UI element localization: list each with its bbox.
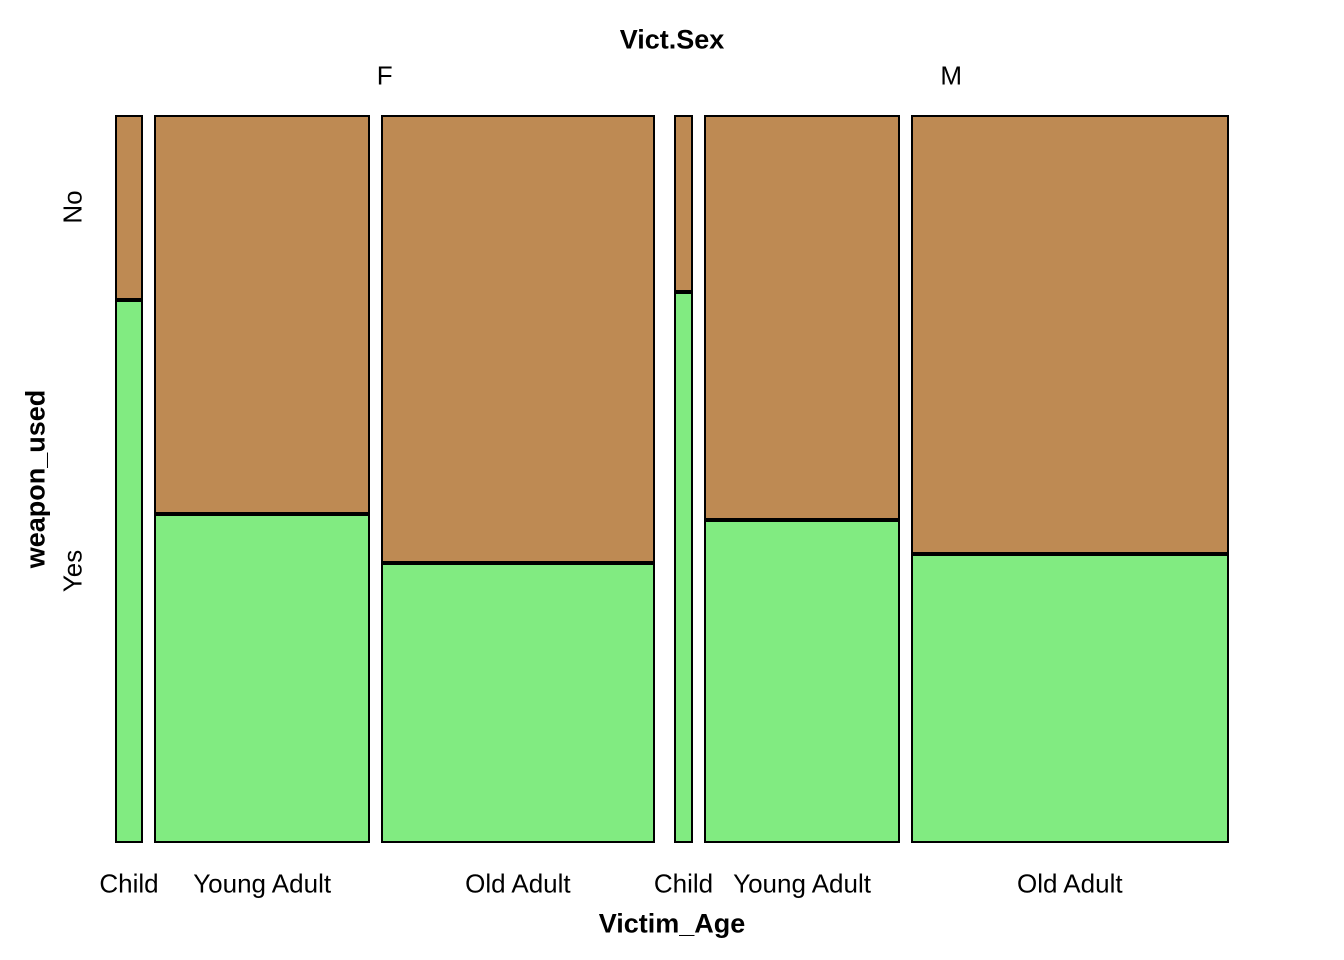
segment-no [673,115,694,292]
x-axis-title: Victim_Age [598,908,746,939]
segment-no [704,115,900,520]
segment-no [154,115,371,514]
x-tick-label: Child [99,868,159,899]
mosaic-column-m-child [673,115,694,843]
y-level-no: No [57,190,88,225]
y-level-yes: Yes [57,550,88,593]
group-label-m: M [940,60,963,91]
mosaic-column-m-young-adult [704,115,900,843]
mosaic-column-f-child [115,115,144,843]
mosaic-column-f-old-adult [381,115,655,843]
segment-yes [115,299,144,843]
segment-no [910,115,1229,554]
x-tick-label: Old Adult [465,868,571,899]
segment-no [381,115,655,563]
mosaic-column-f-young-adult [154,115,371,843]
x-tick-label: Old Adult [1017,868,1123,899]
segment-yes [704,519,900,843]
mosaic-column-m-old-adult [910,115,1229,843]
x-tick-label: Young Adult [193,868,332,899]
segment-no [115,115,144,300]
segment-yes [381,562,655,843]
plot-title: Vict.Sex [619,24,725,55]
x-tick-label: Young Adult [733,868,871,899]
segment-yes [154,513,371,843]
segment-yes [673,291,694,843]
segment-yes [910,553,1229,843]
group-label-f: F [376,60,393,91]
x-tick-label: Child [653,868,714,899]
